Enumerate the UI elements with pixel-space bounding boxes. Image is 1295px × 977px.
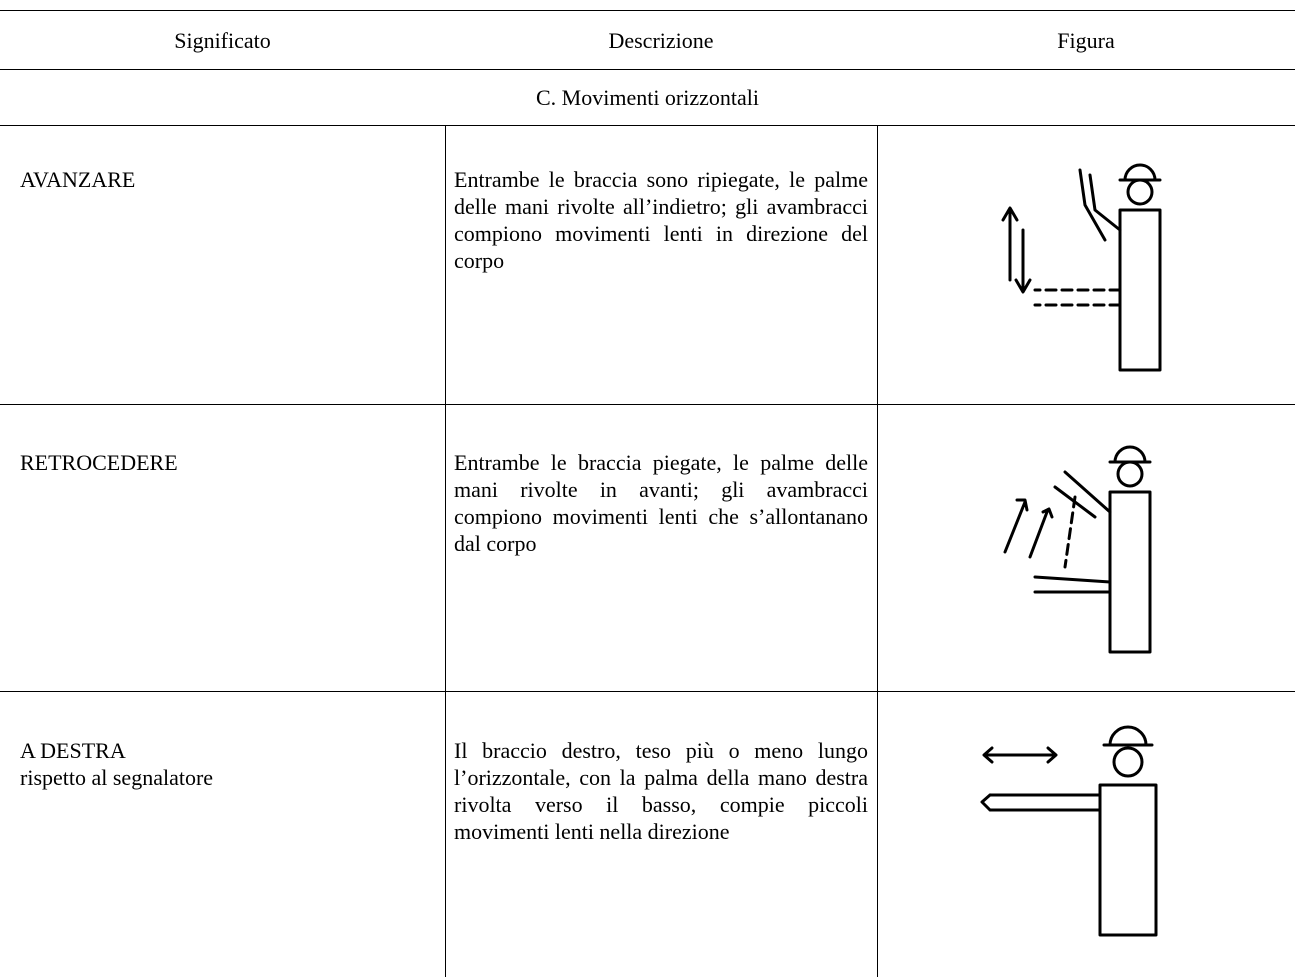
- meaning: RETROCEDERE: [20, 450, 178, 475]
- meaning-note: rispetto al segnalatore: [20, 765, 214, 790]
- column-header: Descrizione: [608, 28, 714, 53]
- rule: [0, 125, 1295, 126]
- figure-retrocedere: [1003, 445, 1152, 654]
- rule: [0, 404, 1295, 405]
- figure-a-destra: [980, 725, 1158, 937]
- description: Entrambe le braccia sono ripiegate, le p…: [454, 167, 868, 273]
- rule: [0, 10, 1295, 11]
- column-header: Significato: [174, 28, 271, 53]
- rule: [445, 125, 446, 977]
- description: Entrambe le braccia piegate, le palme de…: [454, 450, 868, 556]
- section-title: C. Movimenti orizzontali: [535, 85, 760, 110]
- meaning: A DESTRA: [20, 738, 126, 763]
- rule: [0, 69, 1295, 70]
- description: Il braccio destro, teso più o meno lungo…: [454, 738, 868, 844]
- figure-avanzare: [1001, 163, 1162, 372]
- column-header: Figura: [1057, 28, 1115, 53]
- meaning: AVANZARE: [20, 167, 136, 192]
- rule: [877, 125, 878, 977]
- rule: [0, 691, 1295, 692]
